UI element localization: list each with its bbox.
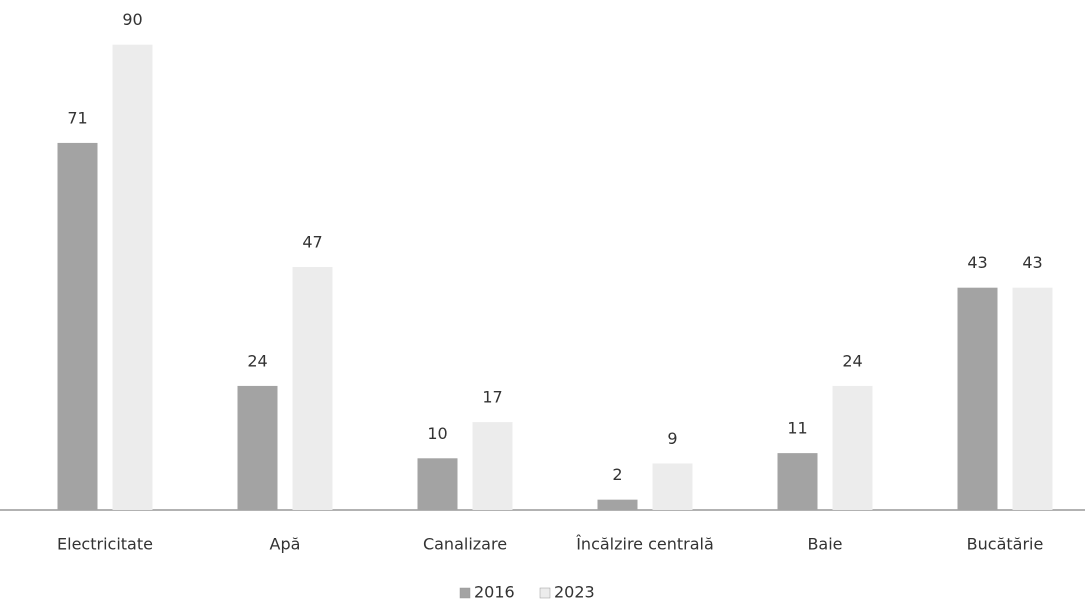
x-tick-label: Bucătărie <box>967 535 1044 554</box>
bar <box>832 385 873 510</box>
data-label: 43 <box>967 253 987 272</box>
bar <box>777 453 818 510</box>
bar <box>597 499 638 510</box>
bar <box>112 44 153 510</box>
x-tick-label: Baie <box>807 535 842 554</box>
data-label: 11 <box>787 419 807 438</box>
data-label: 10 <box>427 424 447 443</box>
bar <box>1012 287 1053 510</box>
data-label: 24 <box>247 351 267 370</box>
bar <box>292 267 333 510</box>
data-label: 2 <box>612 465 622 484</box>
legend-swatch <box>459 587 471 599</box>
x-tick-label: Încălzire centrală <box>575 535 714 554</box>
data-label: 24 <box>842 351 862 370</box>
data-label: 9 <box>667 429 677 448</box>
bar <box>652 463 693 510</box>
legend-swatch <box>539 587 551 599</box>
bar <box>417 458 458 510</box>
legend-label: 2016 <box>474 583 515 602</box>
legend-label: 2023 <box>554 583 595 602</box>
data-label: 17 <box>482 388 502 407</box>
bar <box>472 422 513 510</box>
data-label: 43 <box>1022 253 1042 272</box>
data-label: 47 <box>302 233 322 252</box>
bar <box>57 142 98 510</box>
x-tick-label: Apă <box>270 535 301 554</box>
x-tick-label: Canalizare <box>423 535 507 554</box>
data-label: 71 <box>67 108 87 127</box>
bar <box>957 287 998 510</box>
data-label: 90 <box>122 10 142 29</box>
x-tick-label: Electricitate <box>57 535 153 554</box>
bar <box>237 385 278 510</box>
